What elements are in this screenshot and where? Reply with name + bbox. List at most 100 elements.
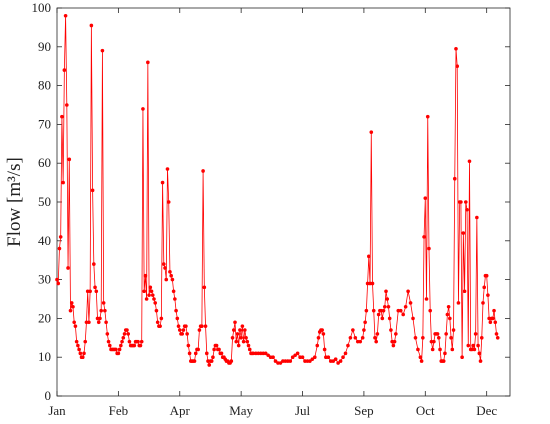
flow-point [398, 308, 403, 313]
flow-point [100, 48, 105, 53]
flow-point [290, 355, 295, 360]
flow-point [385, 297, 390, 301]
flow-point [60, 114, 64, 119]
flow-point [212, 347, 216, 352]
flow-point [310, 357, 315, 361]
flow-point [143, 273, 148, 278]
flow-point [451, 328, 456, 332]
flow-point [476, 343, 480, 348]
flow-point [495, 336, 500, 340]
flow-point [148, 285, 153, 290]
flow-point [160, 180, 165, 185]
flow-point [231, 328, 236, 332]
flow-point [266, 353, 270, 358]
flow-point [462, 289, 467, 294]
flow-point [72, 320, 76, 325]
flow-point [78, 351, 83, 356]
flow-point [116, 351, 121, 356]
flow-point [448, 316, 452, 321]
flow-point [247, 347, 252, 352]
flow-point [90, 188, 95, 193]
flow-point [471, 343, 475, 348]
flow-point [230, 336, 235, 340]
y-tick-label: 90 [38, 39, 51, 54]
flow-point [443, 351, 447, 356]
flow-point [382, 304, 387, 309]
x-tick-label: Jan [48, 403, 66, 418]
flow-point [69, 301, 74, 305]
y-tick-label: 20 [38, 310, 51, 325]
flow-point [56, 281, 61, 286]
flow-point [360, 336, 365, 340]
flow-point [76, 343, 80, 348]
flow-point [173, 297, 177, 301]
flow-point [484, 273, 489, 278]
flow-point [229, 359, 234, 363]
flow-point [63, 13, 68, 18]
flow-point [461, 231, 466, 235]
flow-point [141, 107, 145, 111]
flow-point [201, 169, 205, 173]
flow-point [364, 308, 369, 313]
x-tick-label: May [229, 403, 253, 418]
flow-point [174, 308, 178, 313]
flow-point [494, 332, 499, 336]
flow-point [424, 297, 429, 301]
flow-point [391, 343, 396, 348]
flow-point [159, 316, 164, 321]
flow-point [177, 328, 182, 332]
flow-point [162, 262, 166, 266]
flow-point [152, 297, 156, 301]
flow-point [459, 200, 463, 204]
flow-point [238, 328, 242, 332]
flow-point [245, 339, 250, 344]
flow-point [369, 130, 374, 134]
flow-point [432, 339, 436, 344]
y-tick-label: 0 [45, 388, 52, 403]
flow-point [58, 235, 63, 239]
flow-point [217, 347, 221, 352]
flow-point [313, 355, 317, 360]
flow-point [175, 316, 180, 321]
flow-point [481, 301, 485, 305]
flow-point [164, 277, 169, 282]
flow-point [196, 347, 200, 352]
flow-point [185, 332, 189, 336]
flow-point [155, 320, 160, 325]
flow-point [401, 312, 405, 317]
flow-point [101, 301, 106, 305]
flow-point [346, 343, 350, 348]
y-tick-label: 40 [38, 233, 51, 248]
flow-point [370, 281, 375, 286]
flow-point [233, 320, 237, 325]
x-tick-label: Feb [109, 403, 129, 418]
flow-point [263, 351, 268, 356]
flow-point [184, 324, 188, 328]
flow-point [132, 343, 137, 348]
flow-point [473, 332, 478, 336]
y-tick-label: 10 [38, 349, 51, 364]
flow-point [367, 254, 371, 259]
flow-point [376, 312, 381, 317]
flow-point [373, 336, 377, 340]
flow-point [482, 285, 487, 290]
flow-point [187, 351, 192, 356]
flow-point [158, 324, 162, 328]
flow-point [77, 347, 81, 352]
y-axis-label: Flow [m³/s] [4, 157, 25, 247]
flow-point [464, 200, 468, 204]
flow-point [320, 328, 324, 332]
flow-point [125, 328, 129, 332]
flow-point [466, 343, 471, 348]
flow-point [445, 312, 450, 317]
flow-point [454, 46, 458, 51]
flow-point [57, 246, 62, 251]
x-tick-label: Apr [170, 403, 191, 418]
flow-point [138, 343, 143, 348]
flow-point [326, 355, 331, 360]
flow-point [381, 308, 386, 313]
flow-point [204, 351, 209, 356]
flow-point [103, 308, 107, 313]
flow-point [96, 320, 101, 325]
